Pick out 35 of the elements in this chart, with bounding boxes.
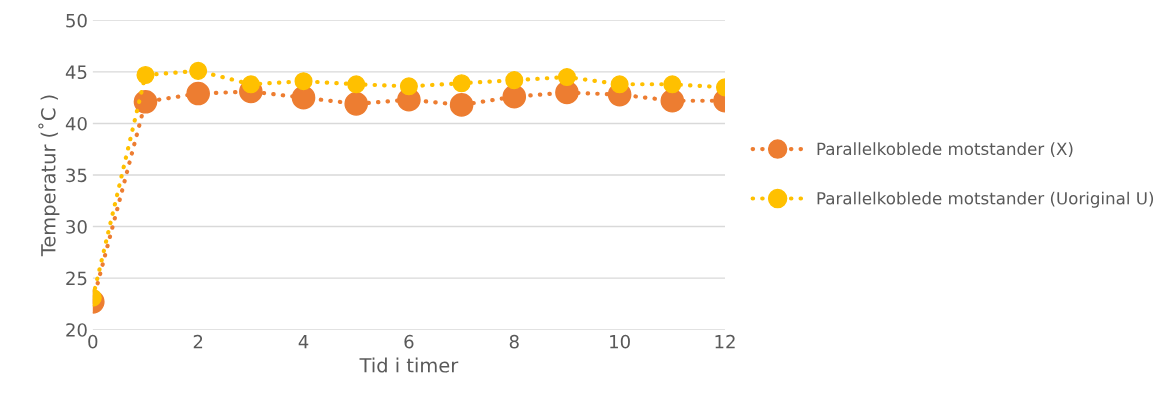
point (294, 72, 313, 91)
y-tick-label: 20 (66, 323, 87, 337)
y-tick-label: 45 (65, 65, 87, 80)
x-tick-label: 12 (715, 334, 735, 349)
point (502, 84, 527, 109)
point (136, 65, 155, 85)
y-tick-label: 25 (66, 271, 87, 286)
point (452, 74, 471, 93)
point (505, 71, 524, 90)
x-tick-label: 4 (298, 335, 309, 349)
point (133, 89, 158, 114)
legend-label: Parallelkoblede motstander (Uoriginal U) (817, 191, 1154, 208)
x-tick-label: 2 (193, 334, 203, 349)
point (449, 93, 474, 117)
y-axis-title: Temperatur (˚C ) (38, 95, 60, 257)
x-tick-label: 10 (610, 334, 630, 349)
x-axis-title: Tid i timer (359, 357, 459, 373)
y-tick-label: 30 (66, 220, 87, 234)
point (557, 68, 576, 87)
x-tick-label: 0 (88, 334, 98, 349)
point (660, 88, 685, 113)
y-tick-label: 50 (66, 13, 87, 28)
y-tick-label: 40 (65, 116, 87, 131)
point (189, 61, 208, 80)
point (291, 85, 316, 110)
point (347, 75, 366, 94)
point (663, 75, 682, 94)
x-tick-label: 8 (509, 334, 519, 349)
point (399, 77, 418, 96)
point (186, 81, 210, 106)
x-tick-label: 6 (404, 334, 414, 349)
legend-label: Parallelkoblede motstander (X) (817, 142, 1073, 158)
y-tick-label: 35 (66, 168, 87, 183)
point (344, 92, 369, 116)
point (610, 75, 629, 94)
